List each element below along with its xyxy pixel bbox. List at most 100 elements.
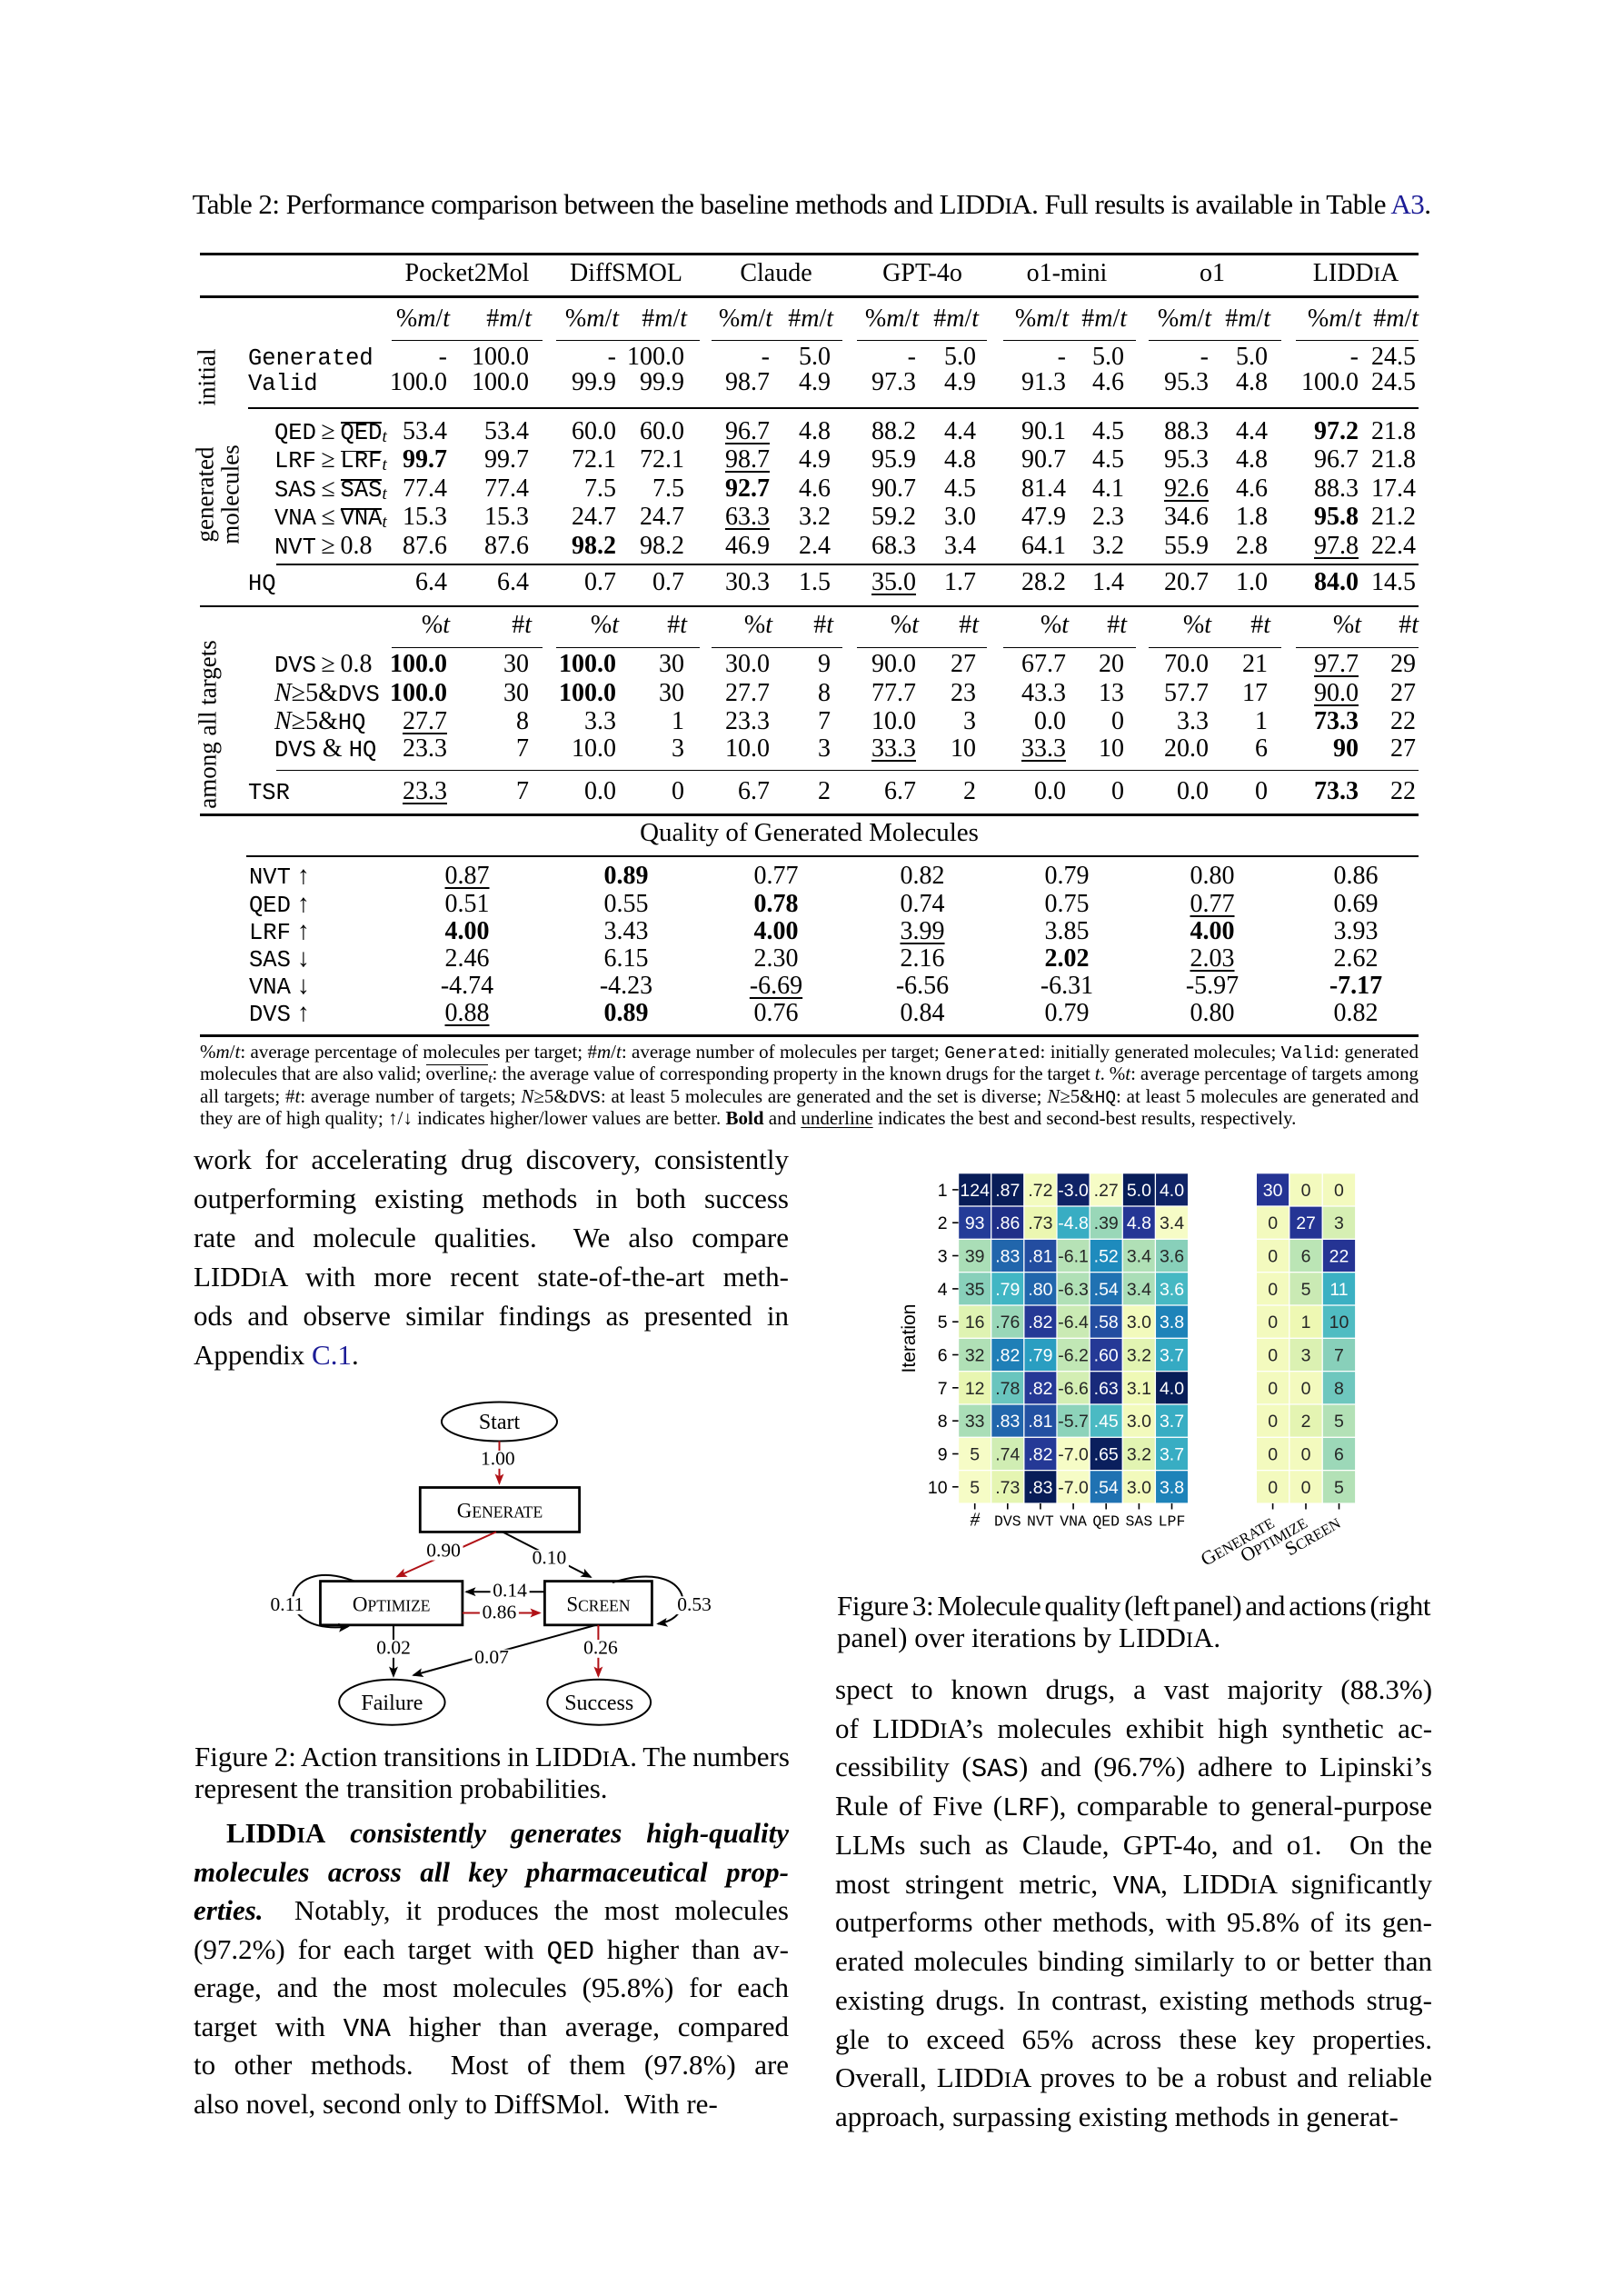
svg-text:0: 0 [1301,1379,1311,1399]
svg-text:32: 32 [965,1346,985,1366]
svg-text:.79: .79 [995,1280,1020,1300]
svg-text:Failure: Failure [361,1692,423,1715]
svg-text:.72: .72 [1028,1181,1052,1201]
svg-text:.76: .76 [995,1313,1020,1333]
svg-text:Iteration: Iteration [900,1304,920,1373]
svg-text:0.90: 0.90 [426,1539,461,1561]
svg-text:.52: .52 [1094,1247,1119,1267]
svg-text:-6.1: -6.1 [1058,1247,1089,1267]
svg-text:3.8: 3.8 [1160,1478,1184,1498]
svg-text:6: 6 [938,1346,948,1366]
svg-text:QED: QED [1092,1513,1120,1531]
svg-text:3.0: 3.0 [1127,1313,1151,1333]
svg-text:.27: .27 [1094,1181,1119,1201]
svg-text:1.00: 1.00 [481,1448,515,1470]
svg-text:1: 1 [938,1181,948,1201]
svg-text:-5.7: -5.7 [1058,1412,1089,1432]
svg-text:93: 93 [965,1213,985,1233]
svg-text:3.4: 3.4 [1127,1247,1151,1267]
svg-text:3.2: 3.2 [1127,1346,1151,1366]
svg-text:-6.3: -6.3 [1058,1280,1089,1300]
svg-text:8: 8 [938,1412,948,1432]
svg-text:5: 5 [970,1445,980,1465]
svg-text:.45: .45 [1094,1412,1119,1432]
svg-text:7: 7 [1334,1346,1344,1366]
svg-text:GENERATE: GENERATE [457,1500,543,1522]
svg-text:3.0: 3.0 [1127,1478,1151,1498]
svg-text:0: 0 [1301,1478,1311,1498]
svg-text:.74: .74 [995,1445,1020,1465]
svg-text:33: 33 [965,1412,985,1432]
svg-text:4.0: 4.0 [1160,1379,1184,1399]
svg-text:Start: Start [479,1411,521,1434]
svg-text:0: 0 [1268,1412,1278,1432]
svg-text:VNA: VNA [1060,1513,1087,1531]
svg-text:0: 0 [1301,1445,1311,1465]
svg-text:-7.0: -7.0 [1058,1445,1089,1465]
svg-text:.79: .79 [1028,1346,1052,1366]
svg-text:.87: .87 [995,1181,1020,1201]
svg-text:-4.8: -4.8 [1058,1213,1089,1233]
svg-text:-7.0: -7.0 [1058,1478,1089,1498]
svg-text:0: 0 [1268,1478,1278,1498]
svg-text:.78: .78 [995,1379,1020,1399]
svg-text:NVT: NVT [1027,1513,1054,1531]
svg-text:DVS: DVS [994,1513,1021,1531]
svg-text:0: 0 [1268,1247,1278,1267]
svg-text:3.7: 3.7 [1160,1445,1184,1465]
svg-text:.58: .58 [1094,1313,1119,1333]
svg-text:10: 10 [928,1478,948,1498]
svg-text:4.8: 4.8 [1127,1213,1151,1233]
svg-text:0: 0 [1334,1181,1344,1201]
svg-text:.65: .65 [1094,1445,1119,1465]
svg-text:#: # [970,1509,980,1531]
svg-text:0: 0 [1268,1379,1278,1399]
svg-text:12: 12 [965,1379,985,1399]
svg-text:3.4: 3.4 [1160,1213,1184,1233]
svg-text:4.0: 4.0 [1160,1181,1184,1201]
svg-text:3.0: 3.0 [1127,1412,1151,1432]
svg-text:.73: .73 [1028,1213,1052,1233]
svg-text:5: 5 [1334,1412,1344,1432]
svg-text:.81: .81 [1028,1247,1052,1267]
svg-text:2: 2 [938,1213,948,1233]
svg-text:0.86: 0.86 [483,1602,517,1623]
svg-text:124: 124 [960,1181,990,1201]
svg-text:6: 6 [1334,1445,1344,1465]
svg-text:-6.6: -6.6 [1058,1379,1089,1399]
svg-text:3: 3 [1301,1346,1311,1366]
svg-text:9: 9 [938,1445,948,1465]
svg-text:.73: .73 [995,1478,1020,1498]
svg-text:27: 27 [1296,1213,1316,1233]
svg-text:.83: .83 [995,1247,1020,1267]
svg-text:OPTIMIZE: OPTIMIZE [353,1593,431,1616]
svg-text:.80: .80 [1028,1280,1052,1300]
svg-text:3.8: 3.8 [1160,1313,1184,1333]
svg-text:6: 6 [1301,1247,1311,1267]
svg-text:5: 5 [938,1313,948,1333]
svg-text:.54: .54 [1094,1478,1119,1498]
svg-text:.83: .83 [995,1412,1020,1432]
svg-text:3.6: 3.6 [1160,1247,1184,1267]
svg-text:30: 30 [1263,1181,1283,1201]
svg-text:.82: .82 [1028,1379,1052,1399]
svg-text:16: 16 [965,1313,985,1333]
svg-text:0.14: 0.14 [493,1580,527,1602]
svg-text:22: 22 [1329,1247,1349,1267]
svg-text:0: 0 [1268,1280,1278,1300]
svg-text:.54: .54 [1094,1280,1119,1300]
svg-text:Success: Success [564,1692,633,1715]
svg-text:0.07: 0.07 [474,1646,509,1668]
svg-text:0.53: 0.53 [677,1593,712,1615]
svg-text:3.2: 3.2 [1127,1445,1151,1465]
svg-text:35: 35 [965,1280,985,1300]
svg-text:0: 0 [1268,1213,1278,1233]
svg-text:-6.4: -6.4 [1058,1313,1089,1333]
svg-text:3.7: 3.7 [1160,1346,1184,1366]
svg-text:5.0: 5.0 [1127,1181,1151,1201]
svg-text:.39: .39 [1094,1213,1119,1233]
svg-text:.63: .63 [1094,1379,1119,1399]
svg-text:0.11: 0.11 [270,1593,304,1615]
svg-text:.60: .60 [1094,1346,1119,1366]
svg-text:5: 5 [1334,1478,1344,1498]
